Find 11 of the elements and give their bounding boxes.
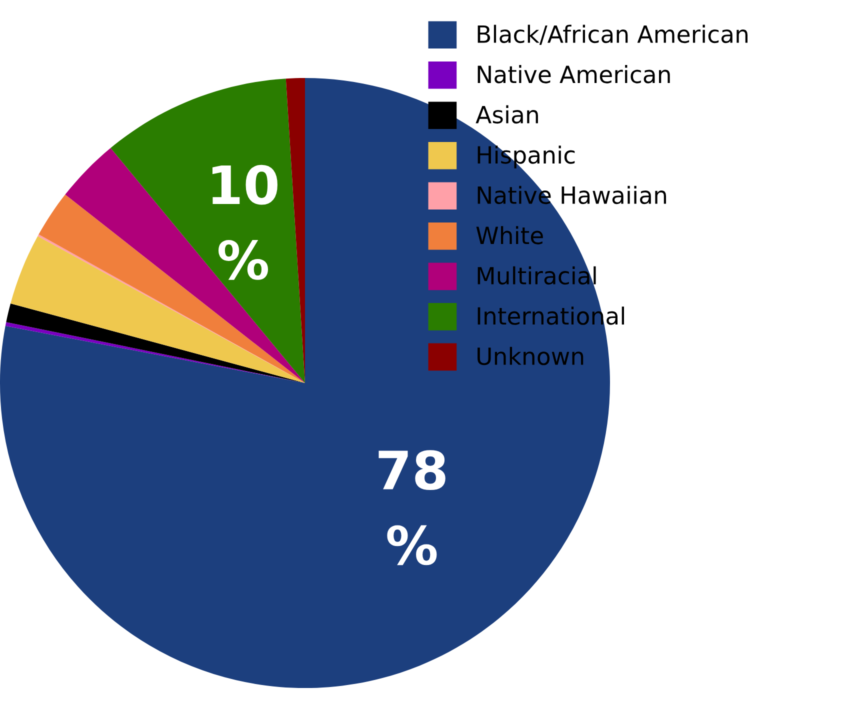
legend-label: Native American: [478, 65, 670, 84]
data-label: 78 %: [378, 450, 446, 566]
pie-slice: [6, 303, 305, 384]
data-label: 10 %: [212, 164, 278, 280]
pie-slice: [65, 148, 305, 384]
legend-label: White: [476, 226, 543, 244]
pie-slice: [5, 322, 305, 384]
legend-label: Unknown: [478, 346, 584, 366]
legend-label: Asian: [476, 105, 538, 124]
pie-slice: [110, 78, 305, 384]
legend-label: Black/African American: [478, 24, 748, 45]
